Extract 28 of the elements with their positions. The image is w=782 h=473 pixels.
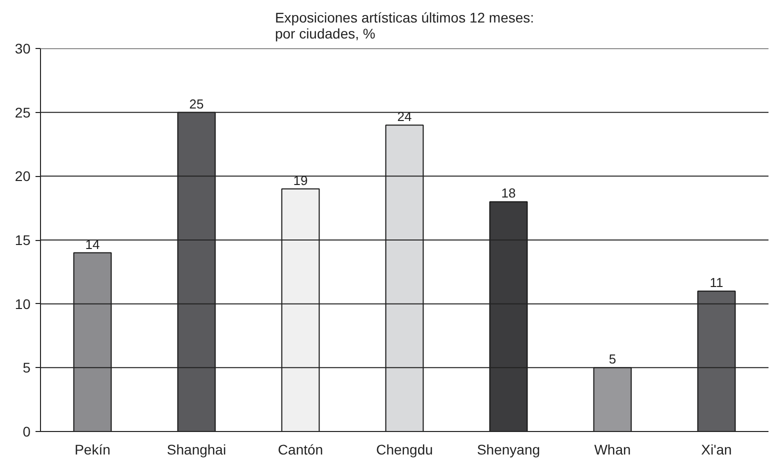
y-tick-label: 20 <box>14 168 31 184</box>
x-tick-label: Shanghai <box>166 442 226 458</box>
bar <box>489 201 528 432</box>
chart-title: Exposiciones artísticas últimos 12 meses: por ciudades, % <box>274 10 534 42</box>
data-label: 5 <box>608 352 616 367</box>
bar <box>385 124 424 432</box>
y-tick-label: 15 <box>14 232 31 248</box>
x-tick-label: Xi'an <box>701 442 732 458</box>
x-tick-label: Pekín <box>74 442 110 458</box>
bar <box>697 290 736 432</box>
data-label: 18 <box>501 186 516 201</box>
x-tick-label: Chengdu <box>376 442 433 458</box>
y-tick-label: 0 <box>22 424 31 440</box>
x-tick-label: Cantón <box>278 442 324 458</box>
bar <box>73 252 112 432</box>
y-tick-label: 25 <box>14 104 31 120</box>
y-tick-label: 5 <box>22 360 31 376</box>
y-tick-label: 30 <box>14 40 31 56</box>
x-tick-label: Whan <box>594 442 631 458</box>
data-label: 14 <box>85 236 100 252</box>
x-tick-label: Shenyang <box>476 442 540 458</box>
bar <box>281 188 320 432</box>
bar <box>177 112 216 432</box>
data-label: 11 <box>710 275 724 290</box>
data-label: 19 <box>293 172 308 188</box>
y-tick-label: 10 <box>14 296 31 312</box>
data-label: 25 <box>189 96 204 112</box>
bar <box>593 367 632 432</box>
